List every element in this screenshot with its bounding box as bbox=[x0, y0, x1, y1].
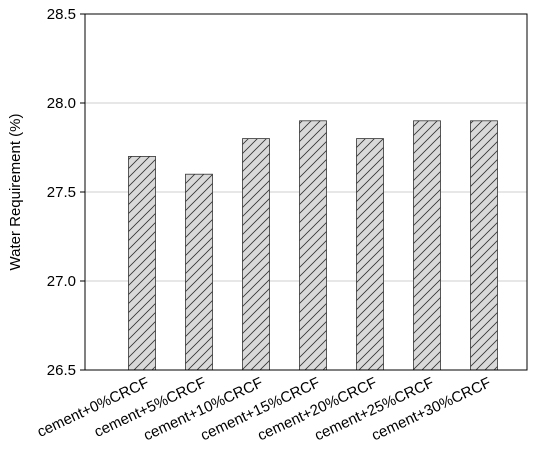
y-tick-label: 28.5 bbox=[47, 6, 76, 23]
y-axis-label: Water Requirement (%) bbox=[7, 114, 24, 271]
bar bbox=[185, 173, 213, 371]
bar bbox=[470, 120, 498, 371]
bar bbox=[128, 155, 156, 371]
plot-frame bbox=[84, 13, 528, 371]
y-tick-label: 27.0 bbox=[47, 273, 76, 290]
bar bbox=[413, 120, 441, 371]
y-tick-label: 28.0 bbox=[47, 95, 76, 112]
y-tick-label: 27.5 bbox=[47, 184, 76, 201]
bar bbox=[356, 138, 384, 371]
bar bbox=[299, 120, 327, 371]
y-tick-label: 26.5 bbox=[47, 362, 76, 379]
bar bbox=[242, 138, 270, 371]
